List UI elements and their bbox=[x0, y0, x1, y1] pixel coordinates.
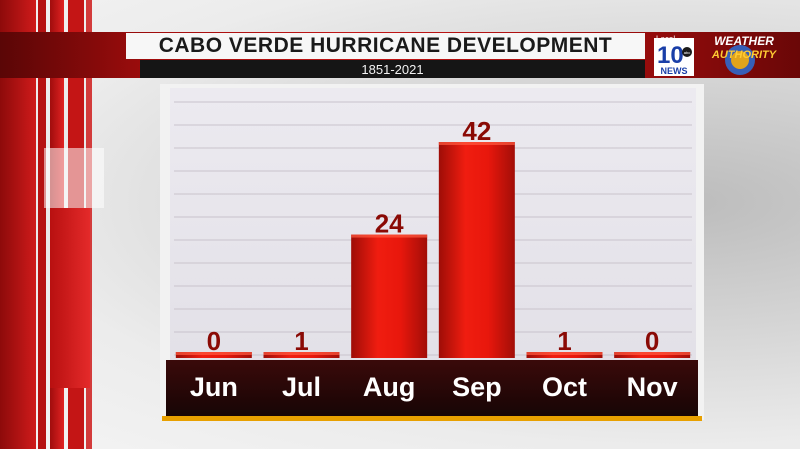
category-label-oct: Oct bbox=[542, 372, 587, 402]
decor-streak bbox=[44, 148, 104, 208]
value-label-oct: 1 bbox=[557, 326, 571, 356]
logo-network-icon bbox=[682, 47, 692, 57]
value-labels: 0 1 24 42 1 0 bbox=[207, 116, 660, 356]
logo-number-text: 10 bbox=[657, 42, 684, 69]
bar-top-highlight bbox=[614, 352, 691, 355]
logo-radar-core bbox=[731, 51, 749, 69]
decor-streak bbox=[38, 0, 46, 449]
bar-sep bbox=[438, 142, 515, 358]
bars bbox=[175, 142, 691, 358]
chart-plot-area bbox=[170, 88, 696, 410]
bar-top-highlight bbox=[526, 352, 603, 355]
logo-news-text: NEWS bbox=[661, 66, 688, 76]
category-label-nov: Nov bbox=[627, 372, 678, 402]
subtitle: 1851-2021 bbox=[361, 61, 424, 77]
bar-aug bbox=[351, 234, 428, 358]
value-label-jun: 0 bbox=[207, 326, 221, 356]
value-label-jul: 1 bbox=[294, 326, 308, 356]
subtitle-box: 1851-2021 bbox=[140, 60, 645, 78]
logo-brand-line2: AUTHORITY bbox=[711, 49, 778, 61]
value-label-nov: 0 bbox=[645, 326, 659, 356]
bar-top-highlight bbox=[351, 234, 428, 238]
panel-accent-line bbox=[162, 416, 702, 421]
bar-top-highlight bbox=[263, 352, 340, 355]
station-logo: Local 10 abc NEWS WEATHER AUTHORITY bbox=[654, 34, 778, 76]
bar-top-highlight bbox=[175, 352, 252, 355]
bar-top-highlight bbox=[438, 142, 515, 145]
logo-network-text: abc bbox=[684, 50, 690, 55]
logo-backing bbox=[654, 38, 694, 76]
category-label-aug: Aug bbox=[363, 372, 415, 402]
logo-local-text: Local bbox=[656, 35, 675, 44]
category-band bbox=[166, 360, 698, 416]
category-label-jul: Jul bbox=[282, 372, 321, 402]
title-box: CABO VERDE HURRICANE DEVELOPMENT bbox=[126, 33, 645, 59]
category-label-jun: Jun bbox=[190, 372, 238, 402]
logo-brand-line1: WEATHER bbox=[714, 34, 774, 48]
value-label-aug: 24 bbox=[375, 209, 404, 239]
value-label-sep: 42 bbox=[462, 116, 491, 146]
grid-lines bbox=[174, 101, 692, 356]
category-label-sep: Sep bbox=[452, 372, 502, 402]
decor-streak bbox=[50, 208, 90, 388]
category-labels: Jun Jul Aug Sep Oct Nov bbox=[190, 372, 678, 402]
page-title: CABO VERDE HURRICANE DEVELOPMENT bbox=[158, 34, 613, 57]
